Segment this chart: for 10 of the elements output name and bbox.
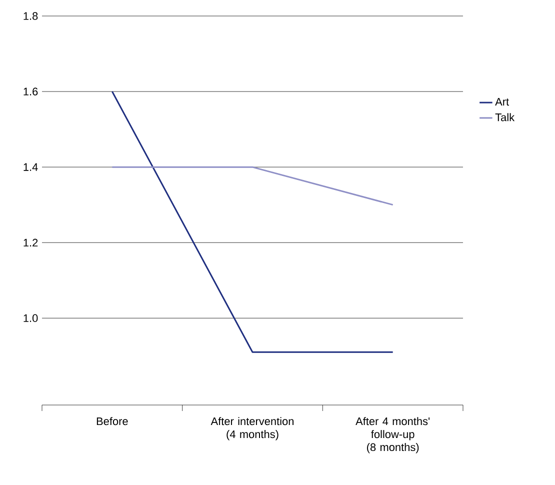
y-tick-label: 1.8: [24, 12, 38, 20]
y-tick-label: 1.4: [24, 163, 38, 171]
y-tick-label: 1.0: [24, 314, 38, 322]
y-tick-label: 1.2: [24, 238, 38, 246]
x-tick-label: Before: [96, 417, 128, 426]
x-tick-label: After intervention (4 months): [210, 417, 294, 440]
legend-label: Art: [495, 98, 509, 106]
y-tick-label: 1.6: [24, 88, 38, 96]
legend-label: Talk: [495, 113, 515, 122]
x-tick-label: After 4 months' follow-up (8 months): [356, 417, 430, 454]
